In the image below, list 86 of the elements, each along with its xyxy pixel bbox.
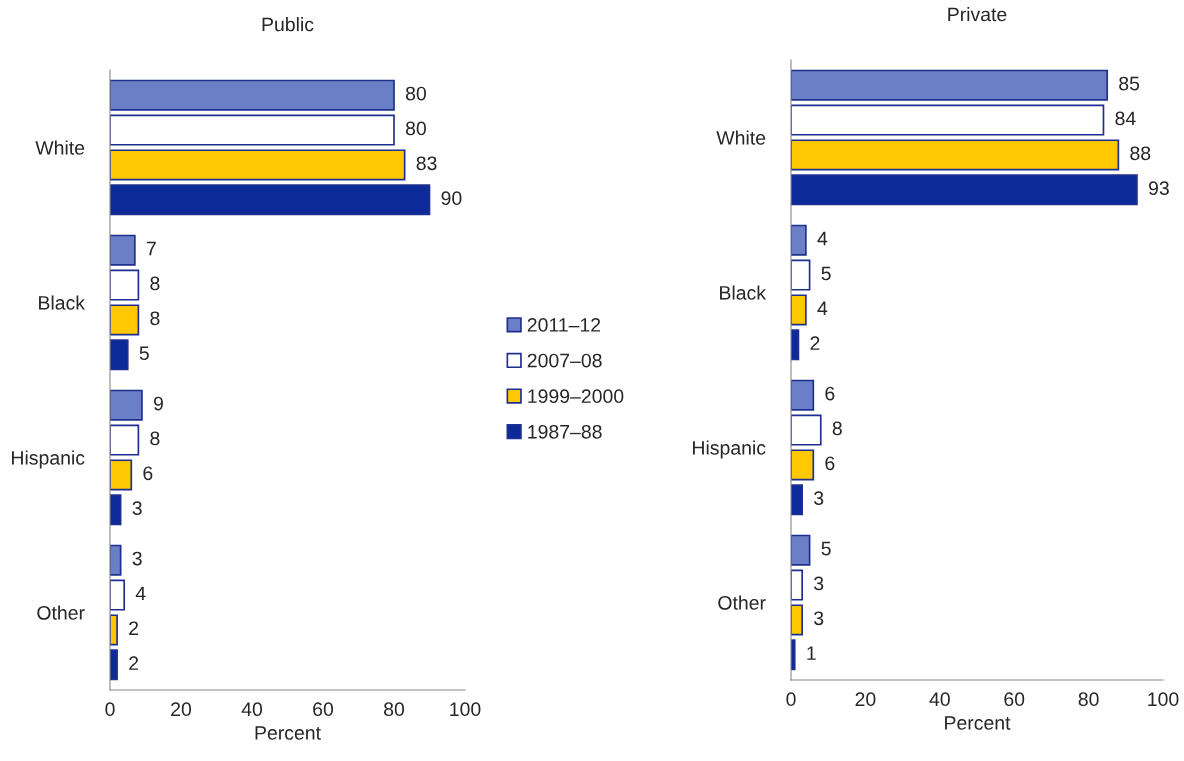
x-tick-label: 40 bbox=[929, 692, 950, 707]
data-label: 93 bbox=[1148, 181, 1169, 196]
x-tick-label: 40 bbox=[241, 702, 263, 717]
data-label: 3 bbox=[132, 551, 142, 566]
data-label: 3 bbox=[814, 576, 824, 591]
bar bbox=[110, 389, 143, 421]
x-tick-label: 20 bbox=[171, 702, 192, 717]
data-label: 2 bbox=[810, 336, 820, 350]
bar bbox=[110, 459, 133, 491]
data-label: 80 bbox=[405, 86, 426, 101]
bar bbox=[791, 449, 815, 481]
data-label: 5 bbox=[821, 541, 831, 556]
data-label: 6 bbox=[143, 466, 153, 481]
y-tick-label: Hispanic bbox=[12, 450, 85, 469]
bar bbox=[791, 69, 1109, 101]
bar bbox=[110, 269, 140, 301]
x-tick-label: 0 bbox=[105, 702, 115, 717]
data-label: 85 bbox=[1119, 76, 1140, 91]
data-label: 80 bbox=[405, 121, 426, 136]
x-tick-label: 100 bbox=[450, 702, 481, 717]
y-tick-label: White bbox=[716, 130, 766, 145]
data-label: 8 bbox=[150, 311, 160, 326]
bar bbox=[791, 104, 1105, 136]
x-axis-title: Percent bbox=[945, 716, 1011, 730]
bar bbox=[791, 259, 811, 291]
x-tick-label: 0 bbox=[786, 692, 796, 707]
data-label: 2 bbox=[129, 656, 139, 670]
y-tick-label: Black bbox=[39, 295, 86, 310]
bar bbox=[791, 224, 807, 256]
bar bbox=[791, 379, 815, 411]
bar bbox=[110, 424, 140, 456]
data-label: 1 bbox=[807, 646, 816, 660]
data-label: 8 bbox=[832, 421, 842, 436]
legend-label: 2007–08 bbox=[527, 353, 602, 368]
data-label: 5 bbox=[139, 346, 149, 361]
chart-title: Public bbox=[262, 17, 314, 32]
bar bbox=[110, 114, 395, 146]
legend-label: 1987–88 bbox=[528, 424, 602, 439]
legend-label: 2011–12 bbox=[527, 318, 601, 332]
bar bbox=[110, 579, 126, 611]
data-label: 2 bbox=[129, 621, 139, 635]
data-label: 90 bbox=[441, 191, 462, 206]
bar bbox=[791, 604, 803, 636]
x-tick-label: 20 bbox=[855, 692, 876, 707]
bar bbox=[110, 234, 136, 266]
data-label: 3 bbox=[132, 501, 142, 516]
x-tick-label: 100 bbox=[1148, 692, 1179, 707]
y-tick-label: Other bbox=[718, 595, 766, 610]
bar bbox=[791, 174, 1138, 206]
y-tick-label: Hispanic bbox=[693, 440, 766, 459]
bar bbox=[110, 149, 406, 181]
data-label: 4 bbox=[817, 231, 828, 246]
data-label: 8 bbox=[150, 431, 160, 446]
bar bbox=[110, 304, 140, 336]
data-label: 3 bbox=[814, 491, 824, 506]
x-axis-title: Percent bbox=[255, 726, 321, 740]
bar bbox=[791, 294, 807, 326]
y-tick-label: Other bbox=[37, 605, 85, 620]
chart-title: Private bbox=[948, 7, 1007, 22]
x-tick-label: 60 bbox=[313, 702, 334, 717]
data-label: 6 bbox=[825, 456, 835, 471]
data-label: 4 bbox=[817, 301, 828, 315]
bar bbox=[110, 184, 431, 216]
data-label: 8 bbox=[150, 276, 160, 291]
data-label: 83 bbox=[416, 156, 437, 171]
data-label: 3 bbox=[814, 611, 824, 626]
x-tick-label: 80 bbox=[384, 702, 405, 717]
bar bbox=[110, 339, 129, 371]
data-label: 5 bbox=[821, 266, 831, 281]
bar bbox=[110, 79, 395, 111]
data-label: 88 bbox=[1130, 146, 1151, 161]
data-label: 4 bbox=[135, 586, 146, 601]
bar bbox=[791, 534, 811, 566]
bar bbox=[791, 484, 803, 516]
y-tick-label: Black bbox=[720, 285, 767, 300]
bar bbox=[791, 569, 803, 601]
x-tick-label: 80 bbox=[1078, 692, 1099, 707]
bar bbox=[791, 414, 822, 446]
data-label: 84 bbox=[1115, 111, 1136, 126]
data-label: 9 bbox=[153, 396, 163, 411]
data-label: 7 bbox=[146, 241, 156, 256]
y-tick-label: White bbox=[35, 140, 85, 155]
legend-label: 1999–2000 bbox=[528, 389, 624, 404]
bar bbox=[791, 139, 1120, 171]
data-label: 6 bbox=[825, 386, 835, 401]
x-tick-label: 60 bbox=[1004, 692, 1025, 707]
